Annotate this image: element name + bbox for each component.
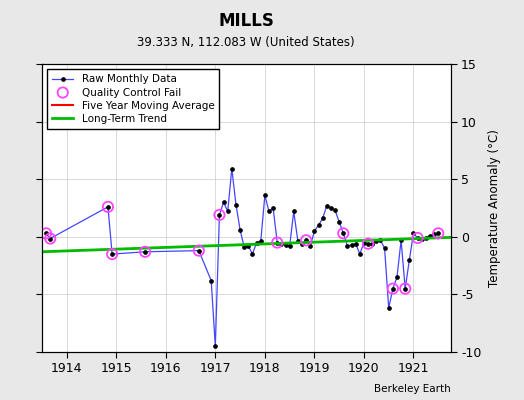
Quality Control Fail	[273, 239, 281, 246]
Quality Control Fail	[413, 235, 422, 241]
Raw Monthly Data	[315, 223, 322, 228]
Raw Monthly Data	[258, 239, 264, 244]
Quality Control Fail	[364, 240, 372, 247]
Text: Berkeley Earth: Berkeley Earth	[374, 384, 451, 394]
Text: 39.333 N, 112.083 W (United States): 39.333 N, 112.083 W (United States)	[137, 36, 355, 49]
Quality Control Fail	[215, 212, 224, 218]
Line: Raw Monthly Data: Raw Monthly Data	[44, 167, 440, 348]
Legend: Raw Monthly Data, Quality Control Fail, Five Year Moving Average, Long-Term Tren: Raw Monthly Data, Quality Control Fail, …	[47, 69, 220, 129]
Quality Control Fail	[339, 230, 347, 236]
Quality Control Fail	[434, 230, 442, 236]
Raw Monthly Data	[344, 244, 351, 248]
Raw Monthly Data	[228, 166, 235, 171]
Raw Monthly Data	[435, 231, 441, 236]
Text: MILLS: MILLS	[219, 12, 274, 30]
Raw Monthly Data	[43, 231, 49, 236]
Quality Control Fail	[104, 204, 112, 210]
Quality Control Fail	[389, 286, 397, 292]
Raw Monthly Data	[212, 344, 219, 349]
Quality Control Fail	[42, 230, 50, 236]
Raw Monthly Data	[241, 245, 247, 250]
Quality Control Fail	[141, 248, 149, 255]
Raw Monthly Data	[410, 231, 417, 236]
Raw Monthly Data	[195, 248, 202, 253]
Quality Control Fail	[194, 248, 203, 254]
Quality Control Fail	[46, 235, 54, 242]
Y-axis label: Temperature Anomaly (°C): Temperature Anomaly (°C)	[488, 129, 501, 287]
Quality Control Fail	[302, 237, 310, 244]
Quality Control Fail	[108, 251, 116, 257]
Quality Control Fail	[401, 286, 409, 292]
